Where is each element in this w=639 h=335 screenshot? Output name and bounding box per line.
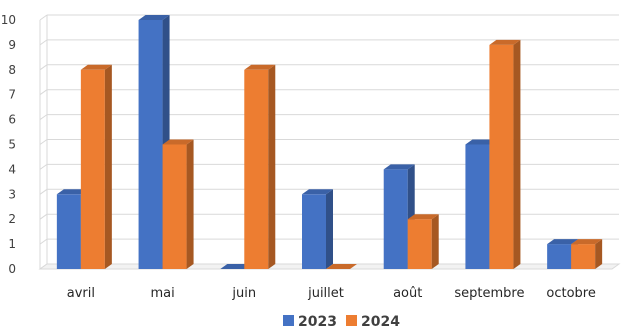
gridline-diagonal	[39, 39, 48, 46]
bar-top-2024-mai	[162, 139, 194, 145]
bar-2023-septembre	[465, 144, 490, 269]
y-tick-label: 2	[8, 212, 16, 226]
bar-top-2023-septembre	[465, 139, 497, 145]
legend-label-2023: 2023	[298, 314, 337, 330]
bar-top-2023-juin	[220, 264, 252, 269]
gridline-diagonal	[39, 213, 48, 220]
bar-2023-août	[383, 169, 408, 269]
bar-top-2024-septembre	[489, 39, 521, 45]
y-tick-label: 9	[8, 38, 16, 52]
bar-top-2024-juillet	[326, 264, 357, 269]
bar-2023-mai	[138, 20, 163, 269]
bar-top-2024-octobre	[571, 239, 603, 245]
bar-side-2024-avril	[104, 64, 112, 269]
y-tick-label: 3	[8, 187, 16, 201]
bar-side-2024-juin	[268, 64, 276, 269]
y-tick-label: 1	[8, 237, 16, 251]
bar-side-2024-mai	[186, 139, 194, 269]
gridline-diagonal	[39, 89, 48, 96]
gridline-diagonal	[39, 14, 48, 21]
bar-top-2024-avril	[80, 64, 112, 70]
bar-top-2023-octobre	[547, 239, 579, 245]
bar-2023-juillet	[302, 194, 326, 269]
x-tick-label: octobre	[546, 286, 595, 301]
bar-top-2024-août	[407, 214, 439, 220]
x-tick-label: juin	[231, 286, 256, 301]
legend-swatch-2024	[346, 315, 357, 326]
gridline-diagonal	[39, 64, 48, 71]
bar-2024-mai	[162, 144, 187, 269]
y-axis: 0 1 2 3 4 5 6 7 8 9 10	[1, 13, 16, 276]
y-tick-label: 7	[8, 88, 16, 102]
bar-side-2023-juillet	[326, 189, 333, 269]
bars	[56, 15, 603, 270]
bar-side-2024-août	[431, 214, 439, 269]
gridline-diagonal	[39, 238, 48, 245]
legend: 2023 2024	[283, 314, 400, 330]
x-tick-label: juillet	[307, 286, 344, 301]
bar-top-2023-mai	[138, 15, 170, 20]
x-tick-label: mai	[150, 286, 174, 301]
bar-2024-juin	[244, 69, 269, 269]
x-tick-label: août	[393, 286, 422, 301]
y-tick-label: 4	[8, 162, 16, 176]
bar-2024-septembre	[489, 44, 514, 270]
bar-top-2023-juillet	[302, 189, 333, 195]
legend-swatch-2023	[283, 315, 294, 326]
bar-2024-avril	[80, 69, 105, 269]
bar-2024-octobre	[571, 244, 596, 269]
y-tick-label: 8	[8, 63, 16, 77]
bar-top-2023-août	[383, 164, 415, 170]
y-tick-label: 0	[8, 262, 16, 276]
gridline-diagonal	[39, 139, 48, 145]
gridline-diagonal	[39, 188, 48, 195]
y-tick-label: 5	[8, 138, 16, 152]
bar-side-2024-septembre	[513, 39, 521, 270]
legend-label-2024: 2024	[361, 314, 400, 330]
bar-top-2024-juin	[244, 64, 276, 70]
bar-2023-octobre	[547, 244, 572, 269]
bar-2024-août	[407, 219, 432, 269]
gridline-diagonal	[39, 163, 48, 170]
bar-2023-avril	[56, 194, 81, 269]
x-tick-label: septembre	[454, 286, 524, 301]
gridline-diagonal	[39, 114, 48, 121]
y-tick-label: 10	[1, 13, 16, 27]
x-tick-label: avril	[67, 286, 95, 301]
bar-top-2023-avril	[56, 189, 88, 195]
bar-side-2024-octobre	[595, 239, 603, 269]
y-tick-label: 6	[8, 113, 16, 127]
x-axis: avril mai juin juillet août septembre octobre	[67, 286, 596, 301]
